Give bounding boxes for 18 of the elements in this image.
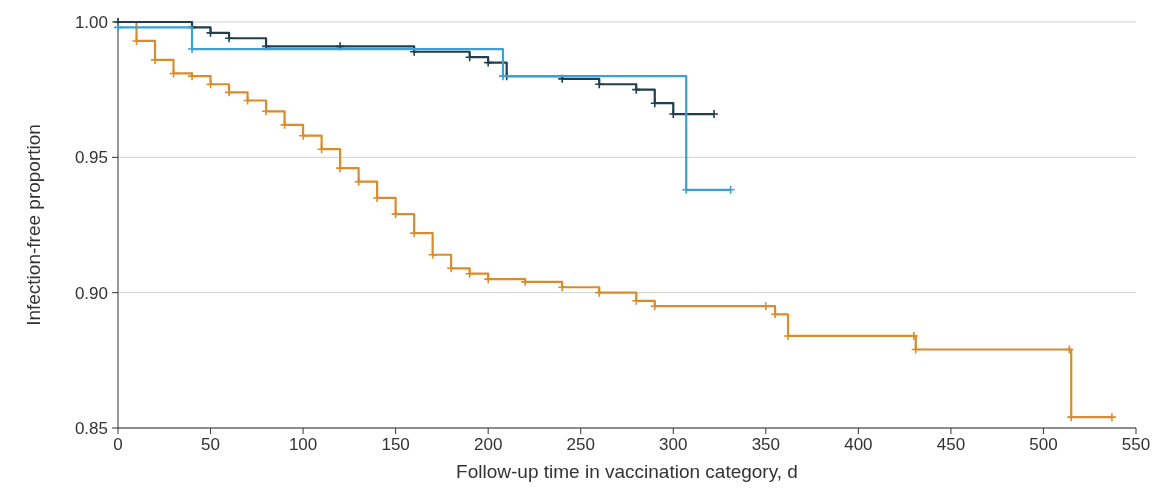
y-axis-title: Infection-free proportion (23, 124, 44, 326)
x-tick-label: 450 (936, 435, 966, 454)
x-tick-label: 550 (1121, 435, 1151, 454)
x-tick-label: 100 (288, 435, 318, 454)
y-tick-label: 0.95 (74, 148, 108, 168)
y-tick-label: 0.90 (74, 283, 108, 303)
x-axis-title: Follow-up time in vaccination category, d (456, 461, 798, 482)
x-tick-label: 150 (381, 435, 410, 454)
y-tick-label: 0.85 (74, 418, 108, 438)
x-tick-label: 350 (751, 435, 781, 454)
x-tick-label: 300 (659, 435, 688, 454)
y-tick-label: 1.00 (74, 12, 108, 32)
x-tick-label: 250 (566, 435, 595, 454)
x-tick-label: 50 (201, 435, 221, 454)
x-tick-label: 200 (473, 435, 503, 454)
x-tick-label: 400 (844, 435, 873, 454)
x-tick-label: 500 (1029, 435, 1058, 454)
x-tick-label: 0 (113, 435, 123, 454)
